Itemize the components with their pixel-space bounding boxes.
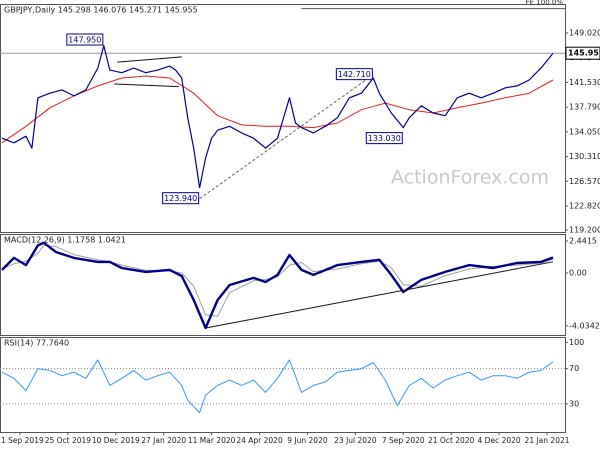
x-tick-label: 24 Apr 2020 [236, 436, 283, 445]
series-line [1, 45, 554, 189]
last-price-label: 145.955 [568, 49, 600, 58]
x-tick-label: 21 Oct 2020 [428, 436, 475, 445]
annotation-label: 142.710 [338, 70, 371, 79]
y-tick-label: 134.050 [569, 127, 600, 136]
annotation-box [365, 132, 403, 145]
x-tick-label: 21 Jan 2021 [525, 436, 570, 445]
y-tick-label: 137.790 [569, 103, 600, 112]
annotation-box [66, 33, 104, 46]
x-tick-label: 7 Sep 2020 [382, 436, 425, 445]
series-line [1, 241, 554, 330]
x-tick-label: 27 Jan 2020 [141, 436, 186, 445]
series-line [1, 359, 554, 414]
y-tick-label: 122.820 [569, 202, 600, 211]
annotation-label: 133.030 [368, 134, 401, 143]
series-line [1, 244, 554, 317]
y-tick-label: 0.00 [569, 268, 587, 277]
x-tick-label: 4 Dec 2020 [478, 436, 521, 445]
y-tick-label: 126.570 [569, 177, 600, 186]
panel-title: RSI(14) 77.7640 [4, 339, 69, 348]
x-tick-label: 23 Jul 2020 [334, 436, 377, 445]
y-tick-label: -4.0342 [569, 321, 600, 330]
fe-label: FE 100.0% [526, 0, 564, 7]
annotation-label: 147.950 [68, 36, 101, 45]
series-line [1, 75, 554, 144]
panel-title: MACD(12,26,9) 1.1758 1.0421 [4, 236, 126, 245]
watermark: ActionForex.com [391, 167, 549, 189]
y-tick-label: 30 [569, 399, 579, 408]
x-tick-label: 10 Dec 2019 [92, 436, 140, 445]
x-tick-label: 11 Sep 2019 [0, 436, 44, 445]
x-tick-label: 25 Oct 2019 [45, 436, 92, 445]
y-tick-label: 100 [569, 338, 584, 347]
x-tick-label: 9 Jun 2020 [287, 436, 328, 445]
trendline [114, 83, 179, 88]
y-tick-label: 141.530 [569, 78, 600, 87]
y-tick-label: 130.310 [569, 152, 600, 161]
y-tick-label: 149.020 [569, 28, 600, 37]
annotation-box [335, 68, 373, 81]
annotation-label: 123.940 [164, 194, 197, 203]
trendline [205, 261, 554, 329]
y-tick-label: 2.4415 [569, 236, 597, 245]
last-price-box [565, 46, 600, 60]
x-tick-label: 11 Mar 2020 [188, 436, 236, 445]
trendline [117, 56, 182, 63]
trendline [199, 74, 374, 200]
annotation-box [162, 192, 200, 205]
panel-title: GBPJPY,Daily 145.298 146.076 145.271 145… [4, 6, 198, 15]
y-tick-label: 119.200 [569, 226, 600, 235]
y-tick-label: 70 [569, 364, 579, 373]
